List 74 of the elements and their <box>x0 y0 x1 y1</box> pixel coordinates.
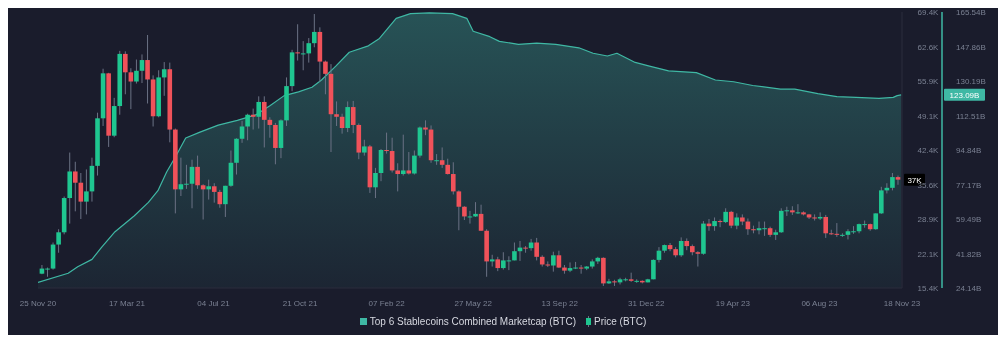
legend-label: Price (BTC) <box>593 316 647 327</box>
candlestick <box>139 53 145 84</box>
candlestick <box>195 155 200 190</box>
x-tick-label: 19 Apr 23 <box>715 299 751 308</box>
candlestick <box>306 37 312 64</box>
candlestick <box>406 151 412 176</box>
candlestick <box>434 153 439 166</box>
candlestick <box>245 113 250 141</box>
candlestick <box>56 228 61 254</box>
y2-tick-label: 112.51B <box>956 111 986 121</box>
candlestick <box>72 161 78 212</box>
y2-tick-label: 41.82B <box>956 249 982 259</box>
candlestick <box>334 100 339 127</box>
candlestick <box>161 61 167 97</box>
candlestick <box>223 185 228 218</box>
y-tick-label: 28.9K <box>917 215 940 224</box>
y-tick-label: 62.6K <box>917 42 940 52</box>
candlestick <box>312 13 317 48</box>
y2-tick-label: 165.54B <box>956 8 986 17</box>
candlestick <box>450 161 456 195</box>
x-tick-label: 13 Sep 22 <box>541 299 579 308</box>
candlestick <box>823 214 829 239</box>
candlestick <box>373 167 378 199</box>
candlestick <box>134 59 139 85</box>
candlestick <box>400 134 406 177</box>
candlestick <box>256 95 262 130</box>
x-tick-label: 18 Nov 23 <box>883 299 921 308</box>
candlestick <box>395 162 400 192</box>
x-tick-label: 07 Feb 22 <box>368 299 406 308</box>
y2-tick-label: 59.49B <box>956 215 982 224</box>
y2-tick-label: 94.84B <box>956 146 982 155</box>
candlestick <box>879 186 884 215</box>
candlestick <box>345 100 350 133</box>
candlestick <box>456 189 462 231</box>
candlestick <box>895 175 901 186</box>
candlestick <box>295 23 300 62</box>
candlestick <box>323 60 328 95</box>
y-tick-label: 22.1K <box>917 249 940 259</box>
x-tick-label: 04 Jul 21 <box>197 299 231 308</box>
x-tick-label: 27 May 22 <box>454 299 493 308</box>
candlestick <box>350 100 356 134</box>
candlestick <box>412 150 417 176</box>
y-tick-label: 55.9K <box>917 77 940 86</box>
candlestick <box>439 146 445 169</box>
y-tick-label: 69.4K <box>917 8 940 17</box>
candlestick <box>145 34 150 104</box>
candlestick <box>239 120 245 144</box>
y-tick-label: 49.1K <box>917 111 940 121</box>
candlestick <box>384 132 389 155</box>
y2-tick-label: 130.19B <box>956 77 986 86</box>
x-tick-label: 21 Oct 21 <box>282 299 318 308</box>
candlestick <box>551 251 556 273</box>
x-tick-label: 25 Nov 20 <box>19 299 57 308</box>
candlestick <box>123 50 128 95</box>
y-tick-label: 15.4K <box>917 284 940 293</box>
y2-tick-label: 77.17B <box>956 180 982 190</box>
x-tick-label: 06 Aug 23 <box>801 299 838 308</box>
candlestick <box>84 168 89 215</box>
legend-label: Top 6 Stablecoins Combined Marketcap (BTC) <box>368 316 576 327</box>
x-tick-label: 17 Mar 21 <box>108 299 146 308</box>
text: 123.09B <box>949 90 980 100</box>
candlestick <box>695 250 701 268</box>
y2-tick-label: 147.86B <box>956 42 986 52</box>
candlestick <box>128 67 134 110</box>
candlestick <box>273 122 278 165</box>
candlestick <box>206 179 211 201</box>
x-tick-label: 31 Dec 22 <box>628 299 666 308</box>
candlestick <box>534 237 539 261</box>
y-tick-label: 42.4K <box>917 146 940 155</box>
candlestick <box>778 207 784 234</box>
y2-tick-label: 24.14B <box>956 284 982 293</box>
candlestick <box>812 213 817 222</box>
candlestick <box>211 182 217 204</box>
candlestick <box>261 95 267 148</box>
